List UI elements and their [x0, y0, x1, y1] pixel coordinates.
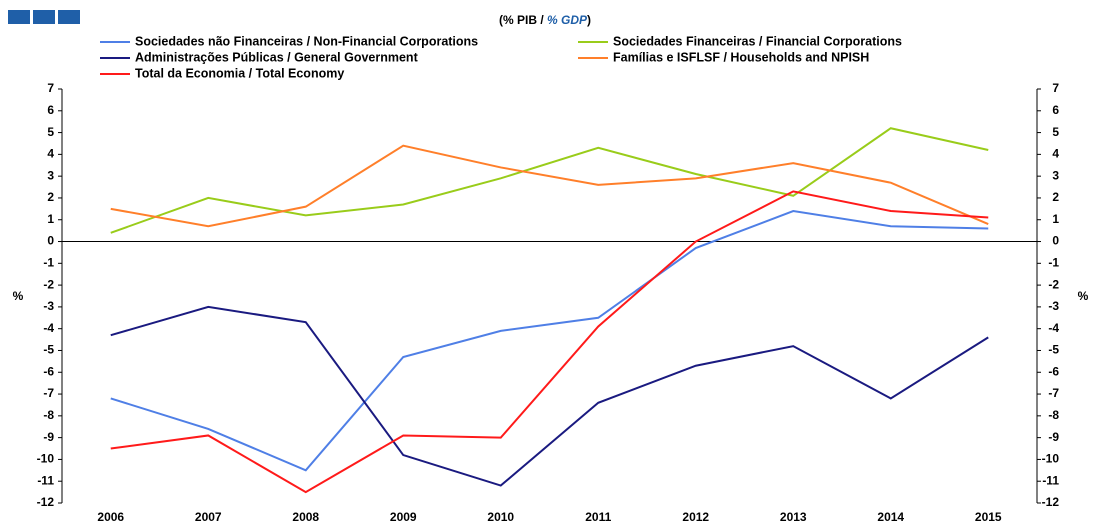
y-tick-label: -5: [43, 343, 54, 357]
y2-axis-label: %: [1078, 289, 1089, 303]
y-tick-label: -3: [43, 299, 54, 313]
title-part: ): [587, 13, 591, 27]
y-tick-label: 7: [47, 81, 54, 95]
y-tick-label: 6: [47, 103, 54, 117]
x-tick-label: 2013: [780, 510, 807, 524]
x-tick-label: 2010: [487, 510, 514, 524]
x-tick-label: 2008: [292, 510, 319, 524]
y-tick-label: -6: [43, 364, 54, 378]
y2-tick-label: -2: [1048, 277, 1059, 291]
chart-title: (% PIB / % GDP): [499, 13, 591, 27]
legend-label: Total da Economia / Total Economy: [135, 66, 344, 80]
y2-tick-label: -3: [1048, 299, 1059, 313]
y2-tick-label: -8: [1048, 408, 1059, 422]
logo-block: [33, 10, 55, 24]
y-tick-label: -1: [43, 255, 54, 269]
y2-tick-label: -7: [1048, 386, 1059, 400]
y-tick-label: 4: [47, 147, 54, 161]
y2-tick-label: 2: [1052, 190, 1059, 204]
y-tick-label: -9: [43, 430, 54, 444]
logo-block: [8, 10, 30, 24]
series-line: [110, 127, 989, 234]
series-line: [110, 305, 989, 487]
y-tick-label: 1: [47, 212, 54, 226]
y2-tick-label: -12: [1042, 495, 1060, 509]
y2-tick-label: 5: [1052, 125, 1059, 139]
y-tick-label: -2: [43, 277, 54, 291]
x-tick-label: 2012: [682, 510, 709, 524]
series-line: [110, 190, 989, 494]
y2-tick-label: -6: [1048, 364, 1059, 378]
y-tick-label: -4: [43, 321, 54, 335]
x-tick-label: 2014: [877, 510, 904, 524]
series-line: [110, 144, 989, 228]
x-tick-label: 2007: [195, 510, 222, 524]
title-part: % GDP: [547, 13, 588, 27]
legend-label: Administrações Públicas / General Govern…: [135, 50, 419, 64]
legend-label: Sociedades não Financeiras / Non-Financi…: [135, 34, 478, 48]
y2-tick-label: 6: [1052, 103, 1059, 117]
legend-label: Famílias e ISFLSF / Households and NPISH: [613, 50, 869, 64]
y2-tick-label: -4: [1048, 321, 1059, 335]
y2-tick-label: -1: [1048, 255, 1059, 269]
y2-tick-label: 1: [1052, 212, 1059, 226]
y-tick-label: 2: [47, 190, 54, 204]
y-tick-label: 0: [47, 234, 54, 248]
y-tick-label: -11: [37, 473, 54, 487]
y2-tick-label: -5: [1048, 343, 1059, 357]
y2-tick-label: 4: [1052, 147, 1059, 161]
y-tick-label: -7: [43, 386, 54, 400]
y-tick-label: -10: [37, 452, 55, 466]
x-tick-label: 2009: [390, 510, 417, 524]
y2-tick-label: 7: [1052, 81, 1059, 95]
y2-tick-label: -10: [1042, 452, 1060, 466]
title-part: (% PIB /: [499, 13, 547, 27]
y-axis-label: %: [13, 289, 24, 303]
legend-label: Sociedades Financeiras / Financial Corpo…: [613, 34, 902, 48]
series-line: [110, 209, 989, 472]
y-tick-label: -12: [37, 495, 55, 509]
x-tick-label: 2015: [975, 510, 1002, 524]
y2-tick-label: -11: [1042, 473, 1059, 487]
y-tick-label: 3: [47, 168, 54, 182]
y2-tick-label: -9: [1048, 430, 1059, 444]
x-tick-label: 2006: [97, 510, 124, 524]
logo-block: [58, 10, 80, 24]
x-tick-label: 2011: [585, 510, 611, 524]
y-tick-label: 5: [47, 125, 54, 139]
y-tick-label: -8: [43, 408, 54, 422]
y2-tick-label: 0: [1052, 234, 1059, 248]
y2-tick-label: 3: [1052, 168, 1059, 182]
